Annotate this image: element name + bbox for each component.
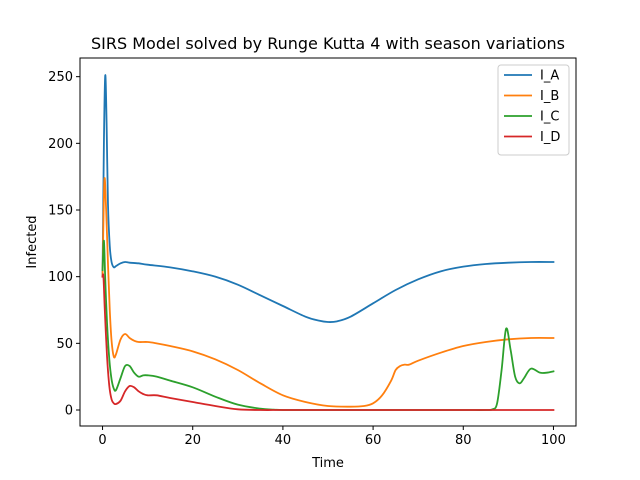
x-axis-label: Time [311,456,344,471]
x-tick-label: 100 [541,433,566,448]
x-tick-label: 60 [365,433,382,448]
y-axis: 0 50 100 150 200 250 [48,70,80,419]
y-tick-label: 50 [56,337,73,352]
x-tick-label: 40 [275,433,292,448]
legend-label-i-d: I_D [540,130,560,145]
y-tick-label: 150 [48,204,73,219]
legend-label-i-b: I_B [540,89,559,104]
series-line-i-a [101,74,555,323]
x-tick-label: 0 [98,433,106,448]
legend-label-i-c: I_C [540,110,559,125]
x-tick-label: 80 [455,433,472,448]
series-line-i-c [101,239,555,411]
plot-frame [79,57,577,427]
y-tick-label: 200 [48,137,73,152]
x-tick-label: 20 [184,433,201,448]
y-axis-label: Infected [25,215,40,268]
legend: I_A I_B I_C I_D [497,64,570,156]
y-tick-label: 250 [48,70,73,85]
y-tick-label: 100 [48,270,73,285]
legend-box [497,64,570,156]
series-line-i-b [101,177,555,408]
x-axis: 0 20 40 60 80 100 [98,426,566,448]
legend-label-i-a: I_A [540,69,559,84]
y-tick-label: 0 [65,404,73,419]
series-line-i-d [101,273,555,411]
series-layer [101,74,555,411]
chart-title: SIRS Model solved by Runge Kutta 4 with … [91,34,565,53]
